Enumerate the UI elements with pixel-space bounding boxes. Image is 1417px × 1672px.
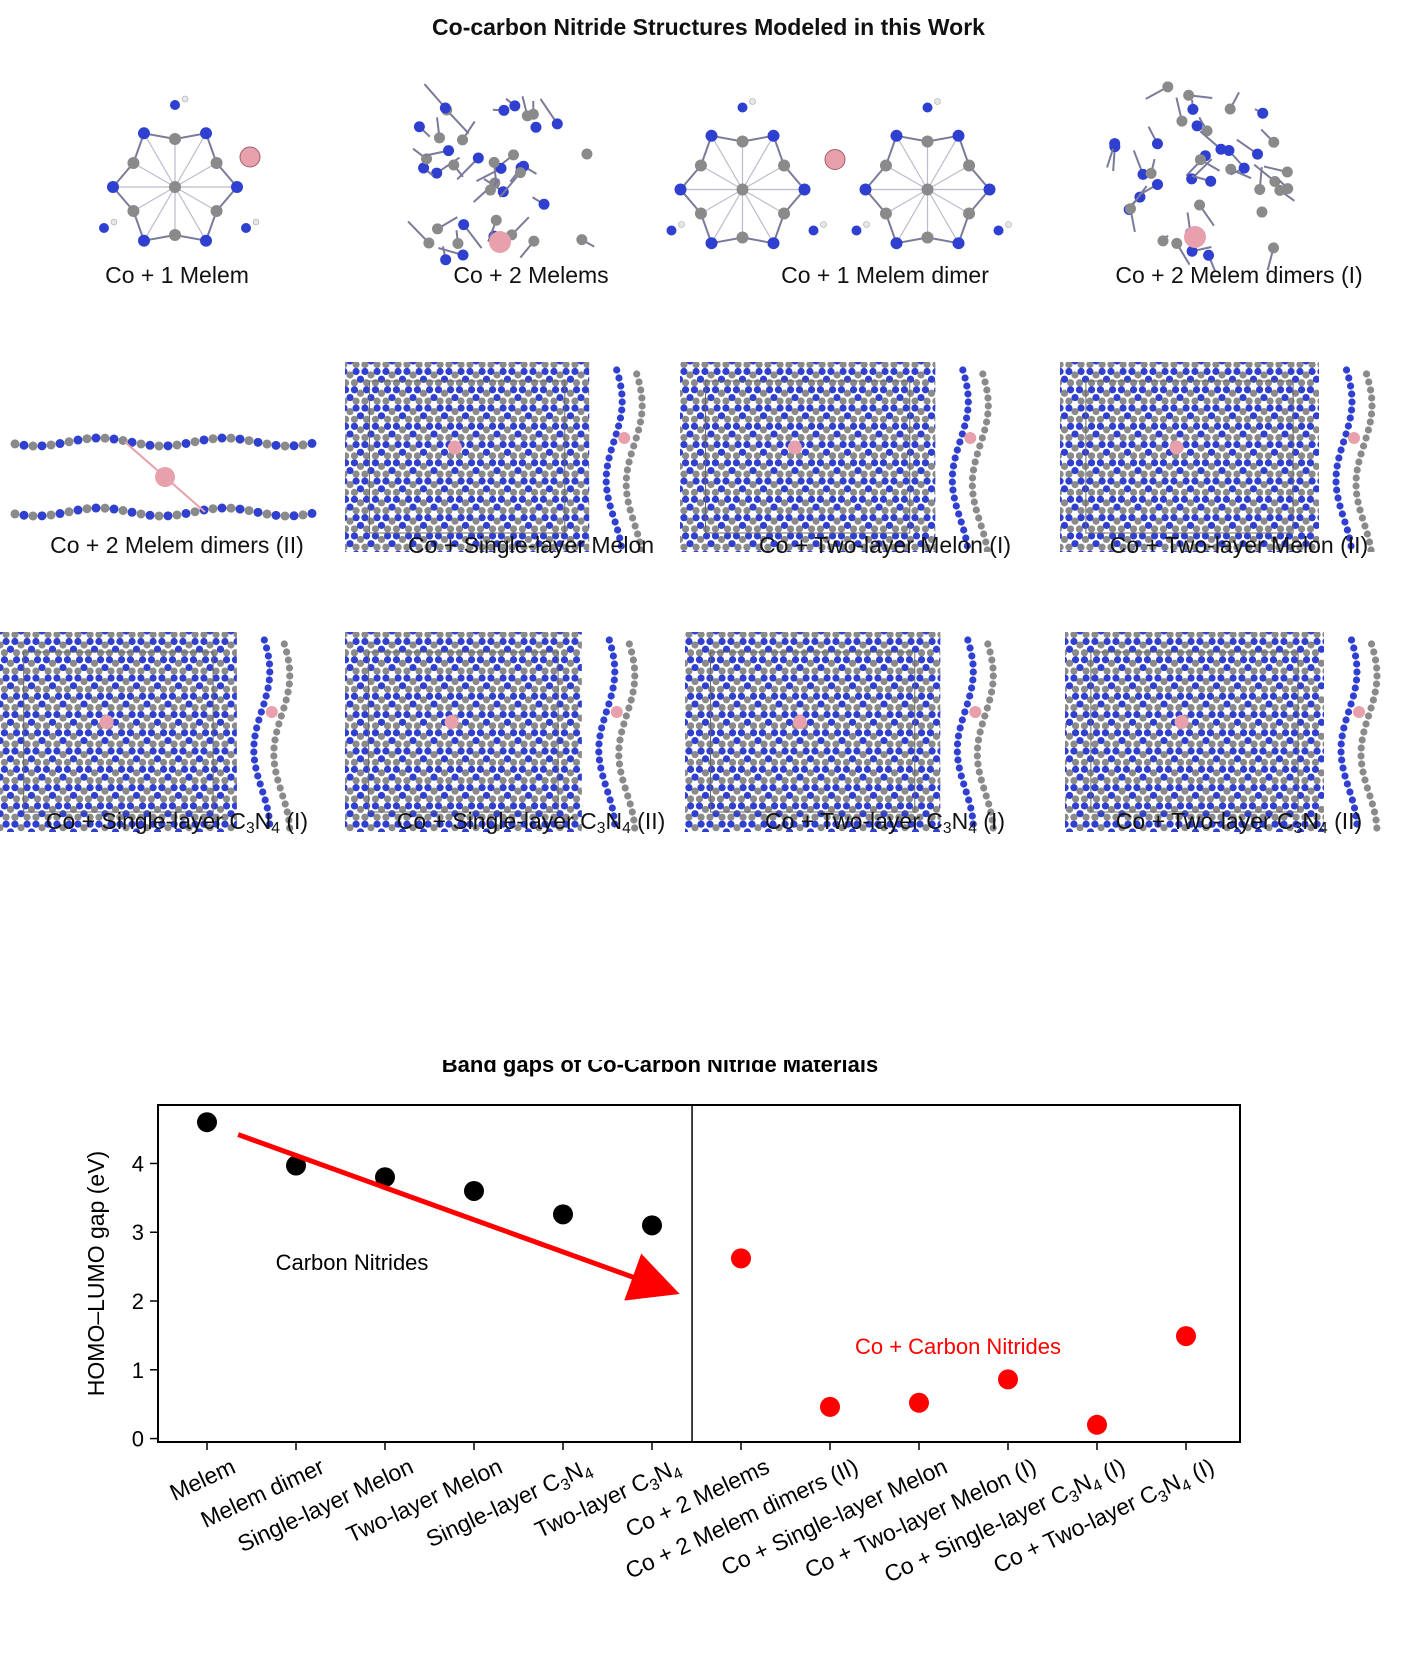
structure-image bbox=[55, 82, 295, 272]
y-tick-label: 4 bbox=[132, 1151, 144, 1176]
data-point bbox=[553, 1204, 573, 1224]
data-point bbox=[909, 1393, 929, 1413]
y-tick-label: 0 bbox=[132, 1427, 144, 1452]
structure-caption: Co + 2 Melem dimers (I) bbox=[1062, 262, 1416, 289]
structure-caption: Co + 2 Melem dimers (II) bbox=[0, 532, 354, 559]
y-tick-label: 1 bbox=[132, 1358, 144, 1383]
structure-image bbox=[1085, 62, 1315, 277]
structure-panel bbox=[680, 362, 1025, 552]
data-point bbox=[642, 1215, 662, 1235]
structure-image bbox=[1065, 632, 1415, 832]
structure-caption: Co + 1 Melem bbox=[0, 262, 354, 289]
structure-caption: Co + Single-layer C3N4 (I) bbox=[0, 808, 354, 838]
data-point bbox=[1176, 1326, 1196, 1346]
structure-panel bbox=[345, 362, 675, 552]
structure-panel bbox=[0, 632, 320, 832]
y-tick-label: 3 bbox=[132, 1220, 144, 1245]
structure-panel bbox=[395, 82, 615, 282]
data-point bbox=[998, 1369, 1018, 1389]
structure-panel bbox=[1065, 632, 1415, 832]
structure-caption: Co + Single-layer Melon bbox=[354, 532, 708, 559]
structure-panel bbox=[345, 632, 665, 832]
structure-image bbox=[680, 362, 1025, 552]
data-point bbox=[1087, 1415, 1107, 1435]
structure-image bbox=[1060, 362, 1410, 552]
data-point bbox=[464, 1181, 484, 1201]
structure-image bbox=[650, 82, 1020, 277]
structure-caption: Co + Two-layer C3N4 (II) bbox=[1062, 808, 1416, 838]
structure-image bbox=[345, 362, 675, 552]
group-annotation: Carbon Nitrides bbox=[276, 1250, 429, 1275]
structure-caption: Co + 1 Melem dimer bbox=[708, 262, 1062, 289]
y-axis-label: HOMO–LUMO gap (eV) bbox=[83, 1151, 109, 1396]
structure-panel bbox=[650, 82, 1020, 277]
structure-panel bbox=[685, 632, 1030, 832]
structure-panel bbox=[1060, 362, 1410, 552]
chart-title: Band gaps of Co-Carbon Nitride Materials bbox=[442, 1060, 878, 1077]
structure-image bbox=[395, 82, 615, 282]
data-point bbox=[197, 1112, 217, 1132]
figure-title: Co-carbon Nitride Structures Modeled in … bbox=[0, 14, 1417, 41]
structure-image bbox=[685, 632, 1030, 832]
structure-caption: Co + Two-layer Melon (I) bbox=[708, 532, 1062, 559]
structure-caption: Co + Two-layer C3N4 (I) bbox=[708, 808, 1062, 838]
structure-image bbox=[345, 632, 665, 832]
structure-panel bbox=[1085, 62, 1315, 277]
data-point bbox=[731, 1248, 751, 1268]
group-annotation: Co + Carbon Nitrides bbox=[855, 1334, 1061, 1359]
y-tick-label: 2 bbox=[132, 1289, 144, 1314]
band-gap-chart: Band gaps of Co-Carbon Nitride Materials… bbox=[0, 1060, 1417, 1672]
structure-grid: Co + 1 Melem Co + 2 Melems Co + 1 Melem di… bbox=[0, 62, 1417, 942]
data-point bbox=[820, 1397, 840, 1417]
structure-panel bbox=[55, 82, 295, 272]
structure-caption: Co + Single-layer C3N4 (II) bbox=[354, 808, 708, 838]
structure-caption: Co + Two-layer Melon (II) bbox=[1062, 532, 1416, 559]
structure-image bbox=[0, 632, 320, 832]
